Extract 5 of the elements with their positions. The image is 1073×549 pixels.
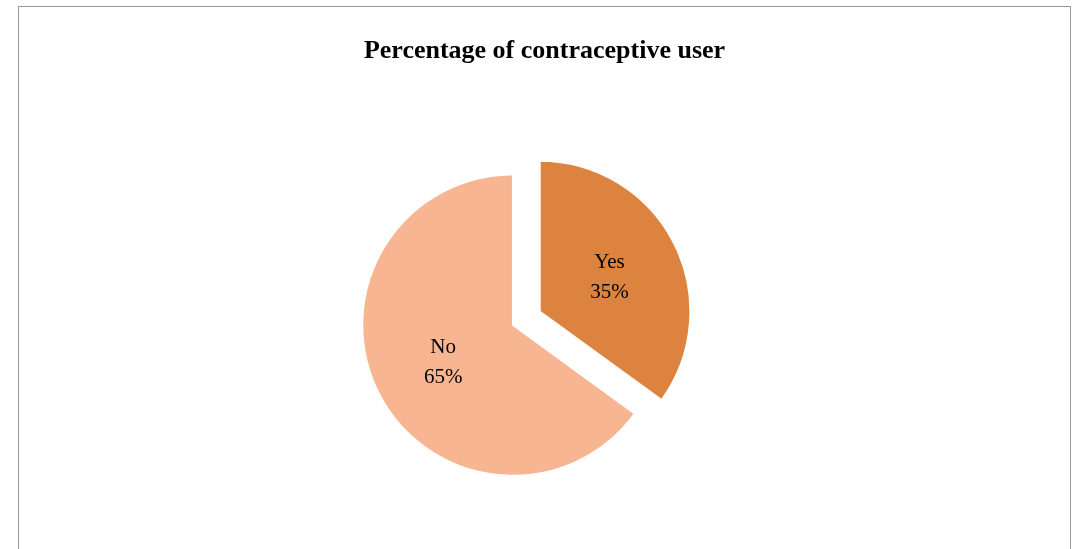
chart-title: Percentage of contraceptive user	[363, 34, 726, 64]
data-label: 65%	[423, 363, 463, 388]
data-label: 35%	[590, 278, 629, 303]
slice-label: No	[430, 333, 457, 358]
slice-label: Yes	[594, 248, 625, 273]
